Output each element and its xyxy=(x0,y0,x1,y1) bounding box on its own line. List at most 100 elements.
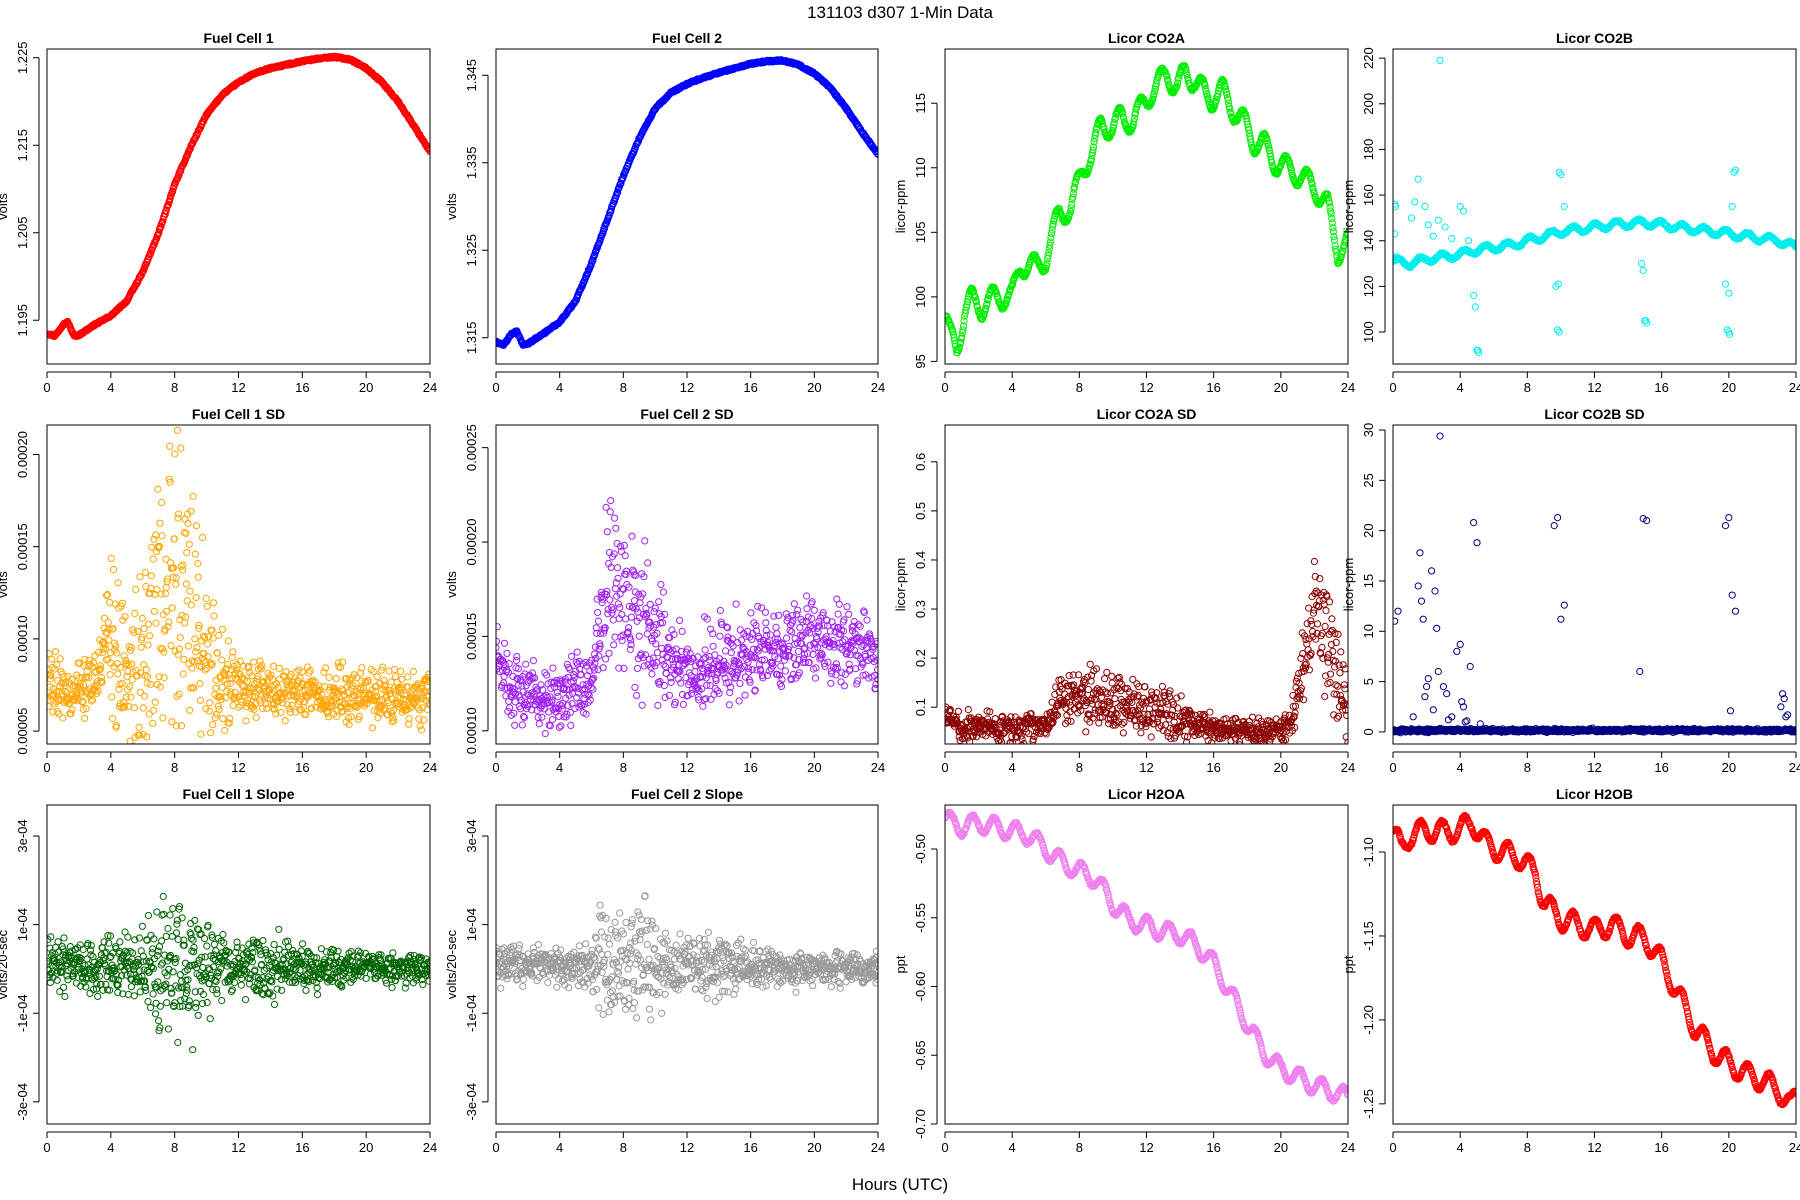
data-point xyxy=(565,663,573,672)
data-point xyxy=(783,634,791,642)
data-point xyxy=(500,639,509,647)
data-point xyxy=(763,631,771,640)
data-point xyxy=(593,629,601,637)
data-point xyxy=(203,602,211,610)
data-point xyxy=(813,635,821,643)
data-point xyxy=(144,620,152,628)
data-point xyxy=(84,690,92,698)
x-tick-label: 0 xyxy=(1389,380,1396,395)
y-tick-label: 0.00015 xyxy=(15,523,30,570)
data-point xyxy=(166,442,174,450)
data-point xyxy=(649,654,657,662)
data-point xyxy=(553,688,561,697)
x-tick-label: 24 xyxy=(1341,380,1355,395)
data-point xyxy=(979,315,987,323)
data-point xyxy=(195,624,203,632)
data-point xyxy=(633,664,642,673)
data-point xyxy=(511,721,519,729)
data-point xyxy=(1223,91,1231,99)
data-point xyxy=(980,311,988,319)
data-point xyxy=(563,710,571,718)
data-point xyxy=(109,565,118,574)
data-point xyxy=(239,662,247,670)
data-point xyxy=(647,663,655,671)
data-point xyxy=(574,684,582,693)
data-point xyxy=(819,611,827,620)
data-points xyxy=(47,52,430,341)
x-tick-label: 20 xyxy=(807,380,821,395)
data-point xyxy=(586,696,594,704)
data-point xyxy=(192,648,200,656)
data-point xyxy=(354,700,362,708)
data-point xyxy=(191,635,199,643)
data-point xyxy=(804,613,812,621)
outlier-point xyxy=(1465,237,1473,245)
x-axis: 0 4 8 12 16 20 24 xyxy=(1389,371,1800,395)
data-point xyxy=(657,580,665,589)
data-point xyxy=(374,714,382,722)
data-point xyxy=(398,675,406,683)
data-point xyxy=(405,715,413,723)
data-point xyxy=(573,693,581,702)
data-point xyxy=(125,661,133,669)
data-point xyxy=(589,685,597,693)
data-point xyxy=(802,617,810,626)
data-point xyxy=(169,573,177,581)
x-tick-label: 4 xyxy=(556,760,563,775)
data-point xyxy=(183,549,191,557)
data-point xyxy=(843,603,851,611)
data-point xyxy=(104,618,112,627)
y-tick-label: 1.325 xyxy=(464,234,479,267)
data-point xyxy=(127,693,135,701)
data-point xyxy=(1047,229,1056,237)
data-point xyxy=(1174,79,1182,87)
data-point xyxy=(1221,82,1229,90)
data-point xyxy=(761,608,770,616)
data-point xyxy=(309,676,317,684)
data-point xyxy=(1341,237,1348,245)
data-point xyxy=(511,698,519,706)
data-point xyxy=(859,671,867,679)
data-point xyxy=(238,673,247,681)
data-point xyxy=(1069,193,1077,201)
data-point xyxy=(684,691,692,700)
panel-title: Licor CO2A xyxy=(1108,30,1185,46)
data-point xyxy=(793,610,801,618)
data-point xyxy=(1110,119,1118,127)
data-point xyxy=(1182,66,1190,74)
data-point xyxy=(557,676,565,684)
x-tick-label: 12 xyxy=(680,760,694,775)
data-point xyxy=(602,503,610,511)
data-point xyxy=(971,294,979,302)
data-point xyxy=(175,645,184,653)
data-point xyxy=(640,662,648,670)
data-point xyxy=(114,670,122,678)
data-point xyxy=(128,675,136,684)
data-point xyxy=(59,714,67,722)
data-point xyxy=(139,731,147,739)
y-axis-label: licor-ppm xyxy=(893,180,908,233)
data-point xyxy=(501,661,509,669)
data-point xyxy=(424,677,430,685)
data-point xyxy=(424,673,430,681)
data-point xyxy=(262,700,270,708)
data-point xyxy=(424,144,430,152)
data-point xyxy=(608,609,616,617)
data-point xyxy=(136,573,144,581)
data-point xyxy=(1050,215,1058,223)
data-point xyxy=(1045,248,1053,256)
data-point xyxy=(1129,121,1137,129)
data-point xyxy=(397,667,405,675)
data-point xyxy=(694,693,702,701)
data-point xyxy=(610,550,618,558)
x-tick-label: 24 xyxy=(423,760,437,775)
data-point xyxy=(178,612,186,620)
data-point xyxy=(632,605,640,613)
data-point xyxy=(404,673,412,681)
data-point xyxy=(653,629,661,638)
y-tick-label: 120 xyxy=(1361,276,1376,298)
data-point xyxy=(172,722,181,730)
data-point xyxy=(596,642,604,650)
data-point xyxy=(173,692,181,700)
